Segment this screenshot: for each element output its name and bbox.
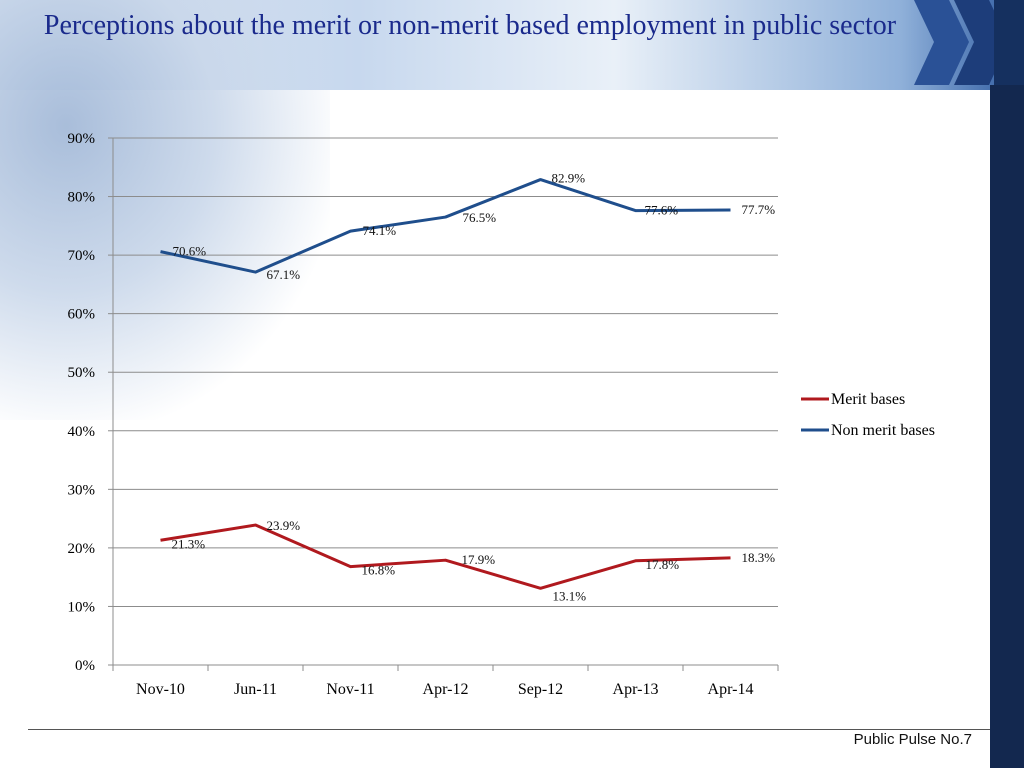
- right-accent-bar: [990, 85, 1024, 768]
- data-label: 77.6%: [645, 203, 679, 218]
- y-tick-labels: 0% 10% 20% 30% 40% 50% 60% 70% 80% 90%: [68, 131, 96, 674]
- data-label: 16.8%: [362, 563, 396, 578]
- footer-text: Public Pulse No.7: [853, 731, 972, 748]
- y-tick-label: 0%: [75, 658, 95, 674]
- y-tick-label: 80%: [68, 190, 96, 206]
- data-label: 18.3%: [742, 550, 776, 565]
- x-tick-label: Apr-13: [613, 681, 659, 698]
- y-tick-label: 20%: [68, 541, 96, 557]
- series-line-merit: [160, 523, 731, 590]
- data-label: 17.9%: [462, 552, 496, 567]
- axes: [108, 137, 779, 671]
- y-tick-label: 50%: [68, 365, 96, 381]
- data-label: 23.9%: [267, 518, 301, 533]
- data-label: 13.1%: [553, 588, 587, 603]
- x-tick-label: Sep-12: [518, 681, 563, 698]
- y-tick-label: 30%: [68, 482, 96, 498]
- y-tick-label: 10%: [68, 599, 96, 615]
- y-tick-label: 40%: [68, 424, 96, 440]
- x-tick-label: Apr-14: [708, 681, 754, 698]
- data-label: 77.7%: [742, 202, 776, 217]
- series-lines: [160, 178, 731, 590]
- legend-label: Non merit bases: [831, 422, 935, 439]
- data-label: 70.6%: [173, 244, 207, 259]
- footer-divider: [28, 729, 990, 730]
- x-tick-labels: Nov-10 Jun-11 Nov-11 Apr-12 Sep-12 Apr-13 Apr-…: [136, 681, 753, 698]
- x-tick-label: Nov-11: [326, 681, 374, 698]
- legend-label: Merit bases: [831, 391, 905, 408]
- y-tick-label: 60%: [68, 307, 96, 323]
- y-tick-label: 70%: [68, 248, 96, 264]
- grid-lines: [113, 137, 778, 666]
- x-tick-label: Jun-11: [234, 681, 277, 698]
- y-tick-label: 90%: [68, 131, 96, 147]
- x-tick-label: Apr-12: [423, 681, 469, 698]
- data-labels: 21.3% 23.9% 16.8% 17.9% 13.1% 17.8% 18.3% 70.6%…: [172, 171, 776, 604]
- data-label: 21.3%: [172, 536, 206, 551]
- data-label: 74.1%: [363, 223, 397, 238]
- legend: Merit bases Non merit bases: [801, 391, 935, 439]
- data-label: 67.1%: [267, 267, 301, 282]
- data-label: 82.9%: [552, 171, 586, 186]
- decorative-keyboard-image: [0, 0, 330, 420]
- x-tick-label: Nov-10: [136, 681, 185, 698]
- chevron-decoration-icon: [914, 0, 1024, 85]
- slide-title: Perceptions about the merit or non-merit…: [43, 10, 897, 41]
- data-label: 17.8%: [646, 557, 680, 572]
- series-line-non-merit: [160, 178, 731, 274]
- data-label: 76.5%: [463, 210, 497, 225]
